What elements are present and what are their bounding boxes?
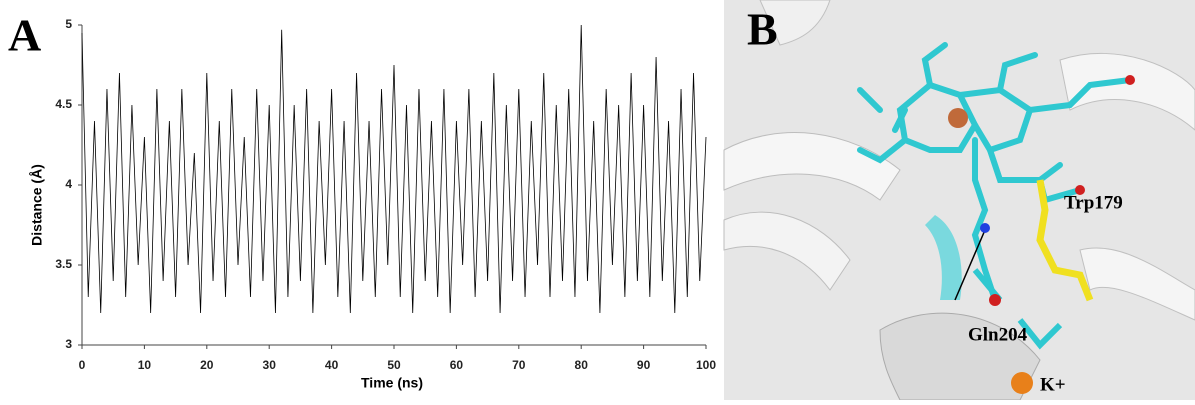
x-tick-label: 30 [263,358,277,372]
x-tick-label: 40 [325,358,339,372]
potassium-ion [1011,372,1033,394]
x-axis-title: Time (ns) [361,375,423,391]
x-tick-label: 50 [387,358,401,372]
oxygen [1125,75,1135,85]
x-tick-label: 90 [637,358,651,372]
y-tick-label: 3 [65,337,72,351]
residue-label: Trp179 [1064,192,1123,213]
y-tick-label: 4.5 [55,97,72,111]
y-tick-label: 4 [65,177,72,191]
panel-label: A [8,10,41,61]
ribbon [723,132,901,201]
x-tick-label: 80 [575,358,589,372]
ribbon [925,215,962,300]
residue [1036,179,1094,302]
structure-panel: B Trp179 Gln204 K+ [723,0,1195,401]
x-tick-label: 20 [200,358,214,372]
data-line [81,24,707,314]
x-tick-label: 10 [138,358,152,372]
ribbon [1079,247,1195,321]
ribbon [759,0,831,46]
ribbon [1059,52,1195,131]
x-tick-label: 100 [696,358,716,372]
nitrogen [980,223,990,233]
x-tick-label: 60 [450,358,464,372]
ion-label: K+ [1040,374,1066,395]
y-tick-label: 5 [65,17,72,31]
ribbon [723,211,851,291]
panel-label: B [747,4,778,55]
distance-line [954,229,986,301]
iron [948,108,968,128]
x-tick-label: 0 [79,358,86,372]
oxygen [989,294,1001,306]
x-tick-label: 70 [512,358,526,372]
y-tick-label: 3.5 [55,257,72,271]
y-axis-title: Distance (Å) [29,164,45,246]
residue-label: Gln204 [968,324,1028,345]
ribbon [879,312,1041,401]
oxygen [1075,185,1085,195]
